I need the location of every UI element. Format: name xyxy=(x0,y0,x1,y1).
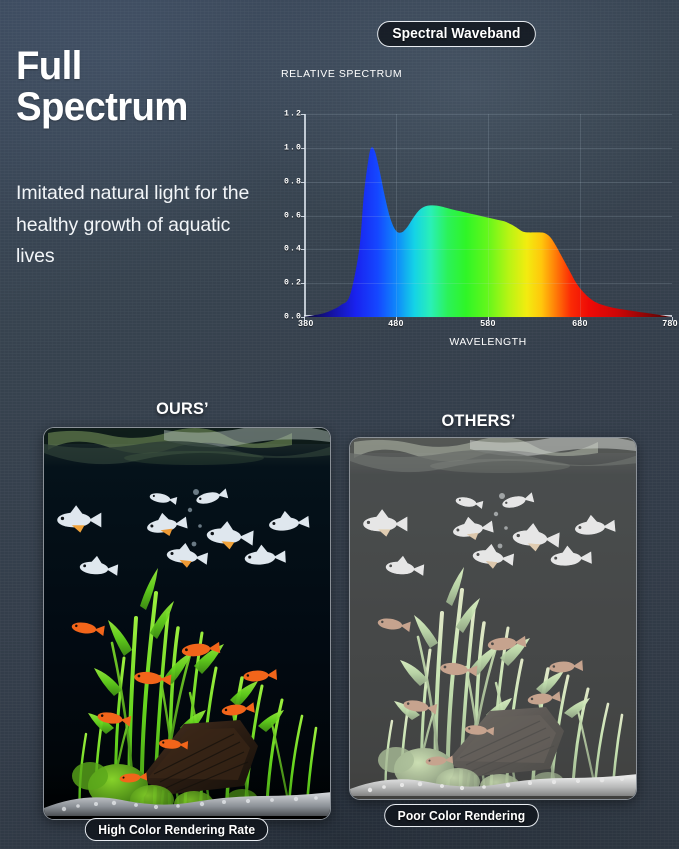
y-tick-label: 0.6 xyxy=(283,211,302,220)
y-gridline xyxy=(304,249,672,251)
x-tick-label: 580 xyxy=(480,318,496,328)
y-tick-mark xyxy=(301,181,305,183)
y-tick-mark xyxy=(301,249,305,251)
aquarium-illustration-ours xyxy=(44,428,330,819)
y-tick-mark xyxy=(301,215,305,217)
y-tick-mark xyxy=(301,283,305,285)
x-axis-tick-labels: 380 480 580 680 780 xyxy=(298,318,677,332)
caption-others: Poor Color Rendering xyxy=(384,804,539,827)
y-tick-label: 0.8 xyxy=(283,177,302,187)
spectral-waveband-chart: RELATIVE SPECTRUM 0.0 0.2 0.4 0.6 0.8 1.0 1.2 xyxy=(276,68,678,348)
aquarium-photo-ours xyxy=(43,427,331,820)
y-gridline xyxy=(304,114,672,115)
x-tick-mark xyxy=(488,317,489,321)
y-tick-mark xyxy=(301,317,305,318)
chart-plot-area: 0.0 0.2 0.4 0.6 0.8 1.0 1.2 xyxy=(276,110,678,372)
spectrum-curve xyxy=(304,147,672,317)
x-tick-mark xyxy=(396,317,397,321)
aquarium-scene-ours xyxy=(44,428,330,819)
x-tick-label: 380 xyxy=(298,318,314,328)
x-tick-label: 480 xyxy=(388,318,404,328)
y-gridline xyxy=(304,215,672,217)
y-tick-label: 1.0 xyxy=(283,143,302,153)
y-gridline xyxy=(304,181,672,183)
title-line-2: Spectrum xyxy=(16,85,188,130)
x-axis-label: WAVELENGTH xyxy=(449,336,527,348)
x-gridline xyxy=(580,114,581,317)
x-gridline xyxy=(488,114,489,317)
caption-ours: High Color Rendering Rate xyxy=(84,818,269,841)
x-tick-label: 780 xyxy=(662,318,678,328)
y-tick-label: 0.4 xyxy=(283,244,302,254)
chart-canvas xyxy=(301,114,673,321)
y-gridline xyxy=(304,147,672,149)
ours-heading: OURS’ xyxy=(156,399,209,418)
chart-title: RELATIVE SPECTRUM xyxy=(281,68,403,80)
x-tick-mark xyxy=(580,317,581,321)
y-tick-label: 0.0 xyxy=(283,312,302,322)
y-tick-label: 1.2 xyxy=(283,109,302,119)
aquarium-scene-others xyxy=(350,438,636,799)
title-line-1: Full xyxy=(16,44,82,88)
y-tick-mark xyxy=(301,114,305,115)
page-title: Full Spectrum xyxy=(16,44,258,130)
y-tick-label: 0.2 xyxy=(283,278,302,288)
aquarium-photo-others xyxy=(349,437,637,800)
y-tick-mark xyxy=(301,147,305,149)
others-heading: OTHERS’ xyxy=(441,411,516,430)
x-tick-mark xyxy=(304,317,305,321)
x-tick-label: 680 xyxy=(572,318,588,328)
spectral-waveband-badge: Spectral Waveband xyxy=(377,21,536,47)
headline-subcopy: Imitated natural light for the healthy g… xyxy=(16,182,250,268)
x-gridline xyxy=(396,114,397,317)
x-tick-mark xyxy=(672,317,673,321)
y-axis-tick-labels: 0.0 0.2 0.4 0.6 0.8 1.0 1.2 xyxy=(276,110,302,322)
y-gridline xyxy=(304,283,672,285)
aquarium-illustration-others xyxy=(350,438,636,799)
headline-block: Full Spectrum xyxy=(16,44,268,130)
